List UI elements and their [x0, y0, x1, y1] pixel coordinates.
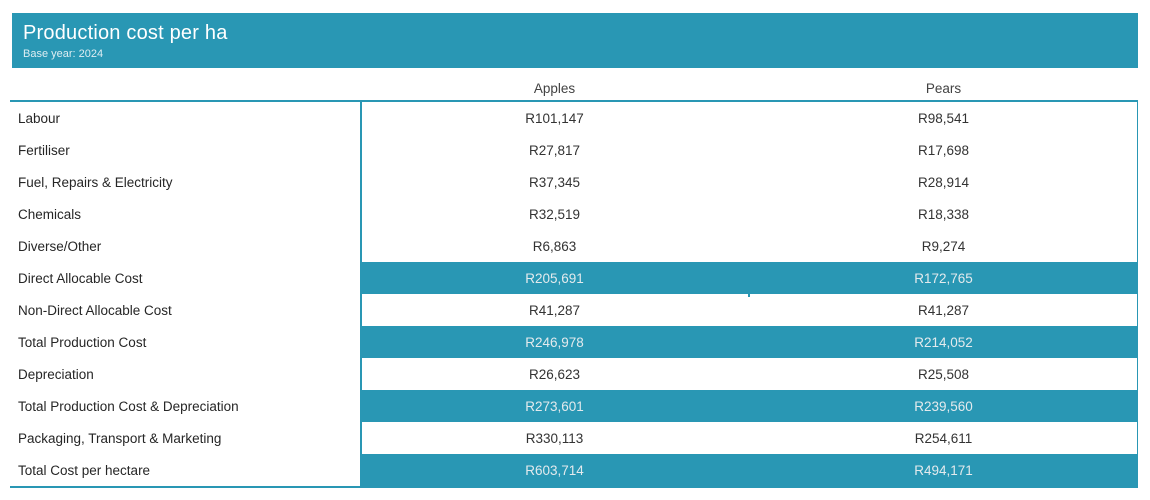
- table-right-border: [1136, 102, 1138, 486]
- column-header-apples[interactable]: Apples: [533, 81, 576, 96]
- row-label[interactable]: Total Production Cost: [18, 334, 147, 350]
- table-row: Chemicals R32,519 R18,338: [10, 198, 1138, 230]
- cell-apples[interactable]: R32,519: [528, 206, 581, 222]
- report-title-bar: Production cost per ha Base year: 2024: [12, 13, 1138, 68]
- row-values: R37,345 R28,914: [360, 166, 1138, 198]
- cell-apples[interactable]: R6,863: [532, 238, 577, 254]
- cell-apples[interactable]: R330,113: [525, 430, 584, 446]
- cell-pears[interactable]: R254,611: [914, 430, 973, 446]
- label-column-divider: [360, 102, 362, 486]
- row-label[interactable]: Total Cost per hectare: [18, 462, 151, 478]
- cell-pears[interactable]: R98,541: [917, 110, 970, 126]
- table-row: Labour R101,147 R98,541: [10, 102, 1138, 134]
- cost-table: Labour R101,147 R98,541 Fertiliser R27,817 R1…: [10, 100, 1138, 488]
- cell-apples[interactable]: R41,287: [528, 302, 581, 318]
- cell-pears[interactable]: R18,338: [917, 206, 970, 222]
- column-header-row: Apples Pears: [10, 79, 1138, 99]
- row-label[interactable]: Diverse/Other: [18, 238, 102, 254]
- row-values: R273,601 R239,560: [360, 390, 1138, 422]
- table-row: Total Production Cost & Depreciation R273…: [10, 390, 1138, 422]
- row-values: R246,978 R214,052: [360, 326, 1138, 358]
- cell-apples[interactable]: R101,147: [525, 110, 584, 126]
- cell-pears[interactable]: R28,914: [917, 174, 970, 190]
- cell-apples[interactable]: R246,978: [525, 334, 584, 350]
- cell-pears[interactable]: R494,171: [914, 462, 973, 478]
- row-label[interactable]: Total Production Cost & Depreciation: [18, 398, 239, 414]
- table-body: Labour R101,147 R98,541 Fertiliser R27,817 R1…: [10, 102, 1138, 486]
- row-label[interactable]: Fuel, Repairs & Electricity: [18, 174, 173, 190]
- row-values: R330,113 R254,611: [360, 422, 1138, 454]
- cell-pears[interactable]: R41,287: [917, 302, 970, 318]
- cell-apples[interactable]: R603,714: [525, 462, 584, 478]
- table-row: Non-Direct Allocable Cost R41,287 R41,287: [10, 294, 1138, 326]
- cell-apples[interactable]: R26,623: [528, 366, 581, 382]
- row-values: R603,714 R494,171: [360, 454, 1138, 486]
- row-label[interactable]: Fertiliser: [18, 142, 70, 158]
- row-values: R26,623 R25,508: [360, 358, 1138, 390]
- cell-pears[interactable]: R172,765: [914, 270, 973, 286]
- cell-pears[interactable]: R17,698: [917, 142, 970, 158]
- row-label[interactable]: Depreciation: [18, 366, 94, 382]
- row-values: R41,287 R41,287: [360, 294, 1138, 326]
- row-label[interactable]: Labour: [18, 110, 61, 126]
- row-values: R205,691 R172,765: [360, 262, 1138, 294]
- table-row: Depreciation R26,623 R25,508: [10, 358, 1138, 390]
- table-row: Packaging, Transport & Marketing R330,113…: [10, 422, 1138, 454]
- row-label[interactable]: Direct Allocable Cost: [18, 270, 143, 286]
- cell-pears[interactable]: R9,274: [921, 238, 966, 254]
- row-values: R32,519 R18,338: [360, 198, 1138, 230]
- hover-caret: [748, 294, 750, 297]
- cell-pears[interactable]: R214,052: [914, 334, 973, 350]
- row-label[interactable]: Chemicals: [18, 206, 82, 222]
- table-row: Total Cost per hectare R603,714 R494,171: [10, 454, 1138, 486]
- cell-apples[interactable]: R27,817: [528, 142, 581, 158]
- row-values: R27,817 R17,698: [360, 134, 1138, 166]
- row-values: R101,147 R98,541: [360, 102, 1138, 134]
- row-label[interactable]: Packaging, Transport & Marketing: [18, 430, 222, 446]
- row-label[interactable]: Non-Direct Allocable Cost: [18, 302, 172, 318]
- report-subtitle: Base year: 2024: [23, 48, 104, 60]
- cell-pears[interactable]: R25,508: [917, 366, 970, 382]
- cell-apples[interactable]: R205,691: [525, 270, 584, 286]
- table-row: Fuel, Repairs & Electricity R37,345 R28,91…: [10, 166, 1138, 198]
- table-row: Diverse/Other R6,863 R9,274: [10, 230, 1138, 262]
- table-row: Total Production Cost R246,978 R214,052: [10, 326, 1138, 358]
- table-row: Direct Allocable Cost R205,691 R172,765: [10, 262, 1138, 294]
- column-header-pears[interactable]: Pears: [925, 81, 962, 96]
- cell-apples[interactable]: R273,601: [525, 398, 584, 414]
- cell-apples[interactable]: R37,345: [528, 174, 581, 190]
- table-row: Fertiliser R27,817 R17,698: [10, 134, 1138, 166]
- report-title: Production cost per ha: [23, 22, 228, 44]
- cell-pears[interactable]: R239,560: [914, 398, 973, 414]
- row-values: R6,863 R9,274: [360, 230, 1138, 262]
